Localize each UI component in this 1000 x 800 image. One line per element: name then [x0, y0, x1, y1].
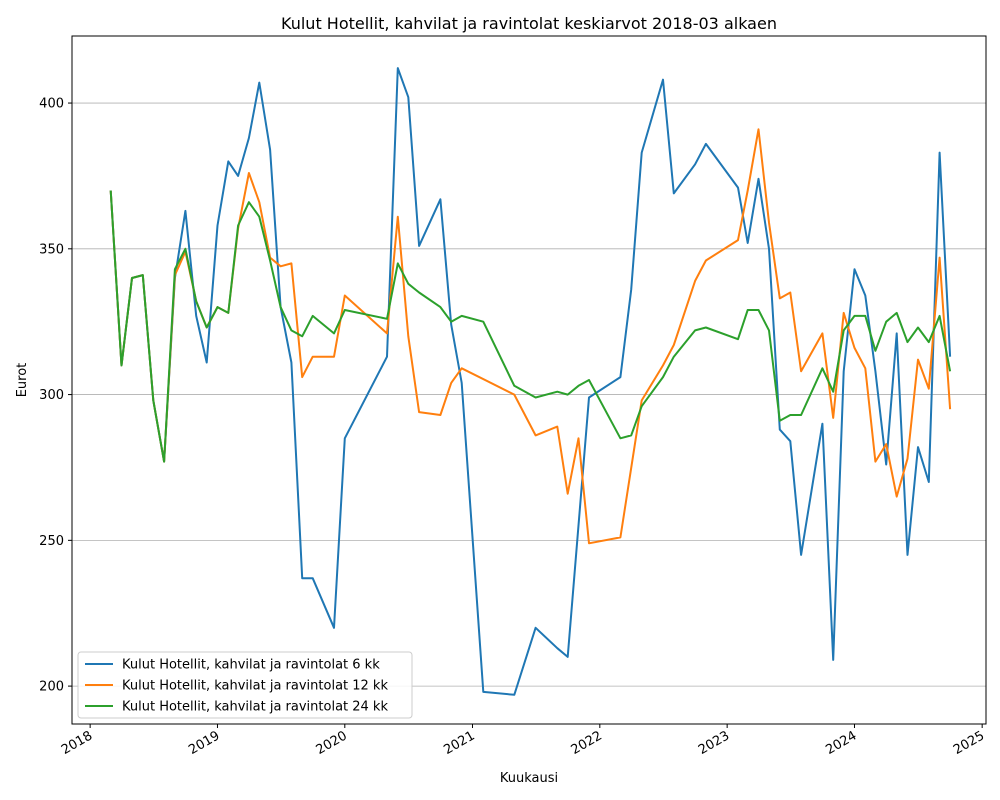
y-tick-label: 200 — [39, 680, 64, 695]
legend: Kulut Hotellit, kahvilat ja ravintolat 6… — [77, 651, 413, 719]
y-tick-label: 300 — [39, 388, 64, 403]
series-line-24kk — [109, 190, 952, 463]
y-tick-label: 400 — [39, 97, 64, 112]
plot-frame — [71, 35, 987, 725]
x-axis-label: Kuukausi — [500, 771, 558, 786]
series-line-6kk — [109, 67, 952, 696]
y-axis: 200 250 300 350 400 — [39, 97, 72, 695]
legend-label-12kk: Kulut Hotellit, kahvilat ja ravintolat 1… — [122, 679, 388, 694]
legend-label-6kk: Kulut Hotellit, kahvilat ja ravintolat 6… — [122, 658, 380, 673]
y-tick-label: 350 — [39, 242, 64, 257]
chart-title: Kulut Hotellit, kahvilat ja ravintolat k… — [281, 14, 777, 33]
legend-box — [77, 651, 413, 719]
legend-label-24kk: Kulut Hotellit, kahvilat ja ravintolat 2… — [122, 700, 388, 715]
series-lines — [109, 67, 952, 696]
y-tick-label: 250 — [39, 534, 64, 549]
y-axis-label: Eurot — [15, 363, 30, 398]
